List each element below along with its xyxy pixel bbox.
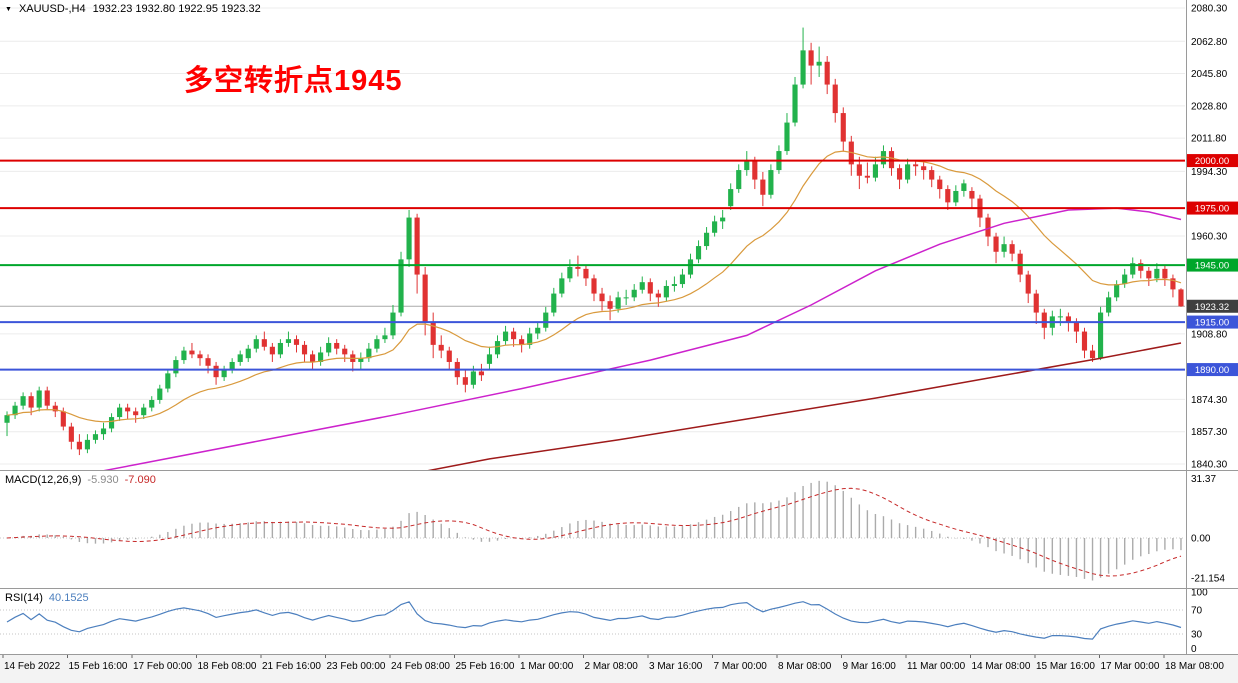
time-label: 15 Mar 16:00: [1036, 661, 1095, 672]
time-label: 3 Mar 16:00: [649, 661, 703, 672]
time-label: 17 Feb 00:00: [133, 661, 192, 672]
price-tick-label: 2011.80: [1191, 134, 1227, 145]
price-tick-label: 1840.30: [1191, 460, 1228, 471]
time-axis[interactable]: [0, 655, 1238, 683]
time-label: 14 Feb 2022: [4, 661, 61, 672]
time-label: 2 Mar 08:00: [585, 661, 639, 672]
time-label: 21 Feb 16:00: [262, 661, 321, 672]
macd-tick-label: -21.154: [1191, 574, 1225, 585]
rsi-tick-label: 100: [1191, 588, 1208, 599]
level-price-badge: [1187, 201, 1238, 215]
macd-histogram: [14, 480, 1182, 581]
macd-tick-label: 0.00: [1191, 534, 1211, 545]
time-label: 15 Feb 16:00: [69, 661, 128, 672]
macd-signal-line: [6, 487, 1182, 577]
level-badge-label: 1915.00: [1195, 318, 1229, 329]
time-label: 14 Mar 08:00: [972, 661, 1031, 672]
candlestick-series: [4, 27, 1184, 456]
time-label: 23 Feb 00:00: [327, 661, 386, 672]
rsi-tick-label: 30: [1191, 630, 1203, 641]
price-tick-label: 2080.30: [1191, 4, 1228, 15]
time-label: 1 Mar 00:00: [520, 661, 574, 672]
time-label: 18 Feb 08:00: [198, 661, 257, 672]
macd-name: MACD(12,26,9): [5, 474, 82, 486]
time-label: 18 Mar 08:00: [1165, 661, 1224, 672]
collapse-triangle-icon[interactable]: ▼: [5, 5, 12, 13]
ma-slow-darkred: [427, 342, 1182, 470]
time-label: 17 Mar 00:00: [1101, 661, 1160, 672]
level-price-badge: [1187, 258, 1238, 272]
price-tick-label: 2028.80: [1191, 101, 1228, 112]
symbol-period-label: XAUUSD-,H4: [18, 3, 86, 15]
rsi-tick-label: 70: [1191, 606, 1203, 617]
macd-tick-label: 31.37: [1191, 474, 1216, 485]
rsi-line: [6, 601, 1182, 640]
rsi-indicator-label: RSI(14) 40.1525: [5, 592, 89, 604]
price-tick-label: 1874.30: [1191, 395, 1228, 406]
price-tick-label: 1908.80: [1191, 329, 1228, 340]
current-price-badge: [1187, 299, 1238, 313]
macd-signal-value: -7.090: [124, 474, 156, 486]
level-badge-label: 2000.00: [1195, 156, 1229, 167]
symbol-header: ▼ XAUUSD-,H4 1932.23 1932.80 1922.95 192…: [5, 3, 261, 15]
price-tick-label: 1994.30: [1191, 167, 1228, 178]
time-label: 8 Mar 08:00: [778, 661, 832, 672]
level-badge-label: 1975.00: [1195, 204, 1229, 215]
level-badge-label: 1890.00: [1195, 365, 1229, 376]
level-price-badge: [1187, 154, 1238, 168]
rsi-name: RSI(14): [5, 592, 43, 604]
macd-main-value: -5.930: [87, 474, 119, 486]
level-price-badge: [1187, 315, 1238, 329]
chart-annotation-text: 多空转折点1945: [184, 65, 403, 97]
time-label: 25 Feb 16:00: [456, 661, 515, 672]
rsi-tick-label: 0: [1191, 644, 1197, 655]
time-label: 24 Feb 08:00: [391, 661, 450, 672]
price-tick-label: 1960.30: [1191, 232, 1228, 243]
ohlc-readout: 1932.23 1932.80 1922.95 1923.32: [92, 3, 261, 15]
time-label: 7 Mar 00:00: [714, 661, 768, 672]
time-label: 9 Mar 16:00: [843, 661, 897, 672]
current-price-label: 1923.32: [1195, 302, 1229, 313]
price-tick-label: 1857.30: [1191, 427, 1228, 438]
time-label: 11 Mar 00:00: [907, 661, 966, 672]
price-tick-label: 2045.80: [1191, 69, 1228, 80]
level-badge-label: 1945.00: [1195, 261, 1229, 272]
rsi-value: 40.1525: [48, 592, 89, 604]
price-tick-label: 2062.80: [1191, 37, 1228, 48]
ma-fast-orange: [6, 150, 1182, 423]
macd-indicator-label: MACD(12,26,9) -5.930 -7.090: [5, 474, 156, 486]
level-price-badge: [1187, 363, 1238, 377]
